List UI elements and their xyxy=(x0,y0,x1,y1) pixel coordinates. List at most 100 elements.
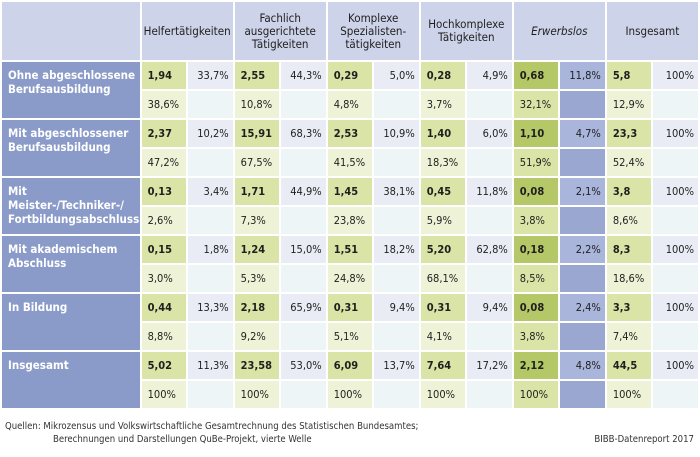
row-label-line: In Bildung xyxy=(8,300,68,314)
cell-column-share: 100% xyxy=(234,381,280,408)
cell-row-share: 53,0% xyxy=(281,352,326,379)
cell-spacer xyxy=(467,381,512,408)
table-row: Insgesamt 5,02 11,3% 23,58 53,0% 6,09 13,7% 7,6… xyxy=(2,352,698,408)
cell-spacer xyxy=(188,265,233,292)
cell-value: 2,18 xyxy=(234,294,280,321)
cell-spacer xyxy=(281,323,326,350)
cell-column-share: 67,5% xyxy=(234,149,280,176)
cell-column-share: 5,3% xyxy=(234,265,280,292)
cell-value: 1,10 xyxy=(513,120,559,147)
row-label-line: Mit Meister-/Techniker-/ xyxy=(8,184,124,212)
row-label-line: Abschluss xyxy=(8,256,67,270)
cell-value: 0,13 xyxy=(141,178,187,205)
cell-value: 1,94 xyxy=(141,62,187,89)
cell-row-share: 38,1% xyxy=(374,178,419,205)
cell-value: 5,8 xyxy=(606,62,652,89)
column-header: Helfertätigkeiten xyxy=(141,2,233,60)
source-line-1: Quellen: Mikrozensus und Volkswirtschaft… xyxy=(5,421,419,432)
cell-column-share: 2,6% xyxy=(141,207,187,234)
cell-row-share: 100% xyxy=(653,352,698,379)
cell-spacer xyxy=(374,381,419,408)
cell-column-share: 4,8% xyxy=(327,91,373,118)
cell-row-share: 65,9% xyxy=(281,294,326,321)
row-label-line: Berufsausbildung xyxy=(8,140,111,154)
row-label: Mit akademischem Abschluss xyxy=(2,236,140,292)
data-table: Helfertätigkeiten Fachlich ausgerichtete … xyxy=(2,2,698,408)
cell-value: 0,18 xyxy=(513,236,559,263)
cell-column-share: 10,8% xyxy=(234,91,280,118)
cell-value: 5,20 xyxy=(420,236,466,263)
cell-column-share: 52,4% xyxy=(606,149,652,176)
cell-column-share: 41,5% xyxy=(327,149,373,176)
cell-value: 6,09 xyxy=(327,352,373,379)
cell-row-share: 18,2% xyxy=(374,236,419,263)
cell-spacer xyxy=(560,381,605,408)
cell-spacer xyxy=(560,323,605,350)
cell-value: 2,12 xyxy=(513,352,559,379)
cell-column-share: 7,3% xyxy=(234,207,280,234)
cell-spacer xyxy=(560,149,605,176)
cell-spacer xyxy=(281,91,326,118)
cell-row-share: 100% xyxy=(653,120,698,147)
cell-value: 44,5 xyxy=(606,352,652,379)
cell-spacer xyxy=(560,265,605,292)
cell-column-share: 100% xyxy=(513,381,559,408)
table-subrow: 100% 100% 100% 100% 100% 100% xyxy=(2,381,698,408)
cell-column-share: 68,1% xyxy=(420,265,466,292)
cell-column-share: 3,0% xyxy=(141,265,187,292)
cell-row-share: 100% xyxy=(653,62,698,89)
cell-value: 0,31 xyxy=(420,294,466,321)
cell-row-share: 4,8% xyxy=(560,352,605,379)
cell-spacer xyxy=(188,323,233,350)
cell-column-share: 3,8% xyxy=(513,323,559,350)
column-header: Insgesamt xyxy=(606,2,698,60)
cell-spacer xyxy=(560,91,605,118)
cell-row-share: 44,9% xyxy=(281,178,326,205)
row-label: Insgesamt xyxy=(2,352,140,408)
cell-row-share: 9,4% xyxy=(374,294,419,321)
row-label-line: Insgesamt xyxy=(8,358,69,372)
cell-row-share: 3,4% xyxy=(188,178,233,205)
column-header: Fachlich ausgerichtete Tätigkeiten xyxy=(234,2,326,60)
cell-column-share: 8,8% xyxy=(141,323,187,350)
cell-spacer xyxy=(467,265,512,292)
cell-spacer xyxy=(560,207,605,234)
cell-spacer xyxy=(188,381,233,408)
cell-column-share: 51,9% xyxy=(513,149,559,176)
publication-credit: BIBB-Datenreport 2017 xyxy=(594,434,694,445)
cell-row-share: 11,8% xyxy=(467,178,512,205)
cell-spacer xyxy=(653,149,698,176)
header-corner xyxy=(2,2,140,60)
cell-column-share: 3,8% xyxy=(513,207,559,234)
table-subrow: 38,6% 10,8% 4,8% 3,7% 32,1% 12,9% xyxy=(2,91,698,118)
cell-row-share: 100% xyxy=(653,178,698,205)
cell-row-share: 2,1% xyxy=(560,178,605,205)
cell-row-share: 1,8% xyxy=(188,236,233,263)
cell-column-share: 100% xyxy=(420,381,466,408)
cell-column-share: 24,8% xyxy=(327,265,373,292)
cell-spacer xyxy=(374,265,419,292)
cell-column-share: 5,9% xyxy=(420,207,466,234)
cell-value: 1,51 xyxy=(327,236,373,263)
source-note: Quellen: Mikrozensus und Volkswirtschaft… xyxy=(5,420,565,446)
table-row: Mit abgeschlossener Berufsausbildung 2,37 1… xyxy=(2,120,698,176)
cell-column-share: 100% xyxy=(327,381,373,408)
cell-column-share: 5,1% xyxy=(327,323,373,350)
cell-value: 0,08 xyxy=(513,178,559,205)
table-row: Mit Meister-/Techniker-/Fortbildungsabsc… xyxy=(2,178,698,234)
table-row: Ohne abgeschlossene Berufsausbildung 1,94 3… xyxy=(2,62,698,118)
cell-spacer xyxy=(374,91,419,118)
row-label: Mit abgeschlossener Berufsausbildung xyxy=(2,120,140,176)
cell-row-share: 4,7% xyxy=(560,120,605,147)
cell-value: 0,68 xyxy=(513,62,559,89)
cell-value: 0,31 xyxy=(327,294,373,321)
table-row: Mit akademischem Abschluss 0,15 1,8% 1,24 15,… xyxy=(2,236,698,292)
cell-spacer xyxy=(653,265,698,292)
cell-column-share: 32,1% xyxy=(513,91,559,118)
cell-spacer xyxy=(281,265,326,292)
cell-spacer xyxy=(281,149,326,176)
cell-row-share: 17,2% xyxy=(467,352,512,379)
cell-row-share: 9,4% xyxy=(467,294,512,321)
row-label: Ohne abgeschlossene Berufsausbildung xyxy=(2,62,140,118)
